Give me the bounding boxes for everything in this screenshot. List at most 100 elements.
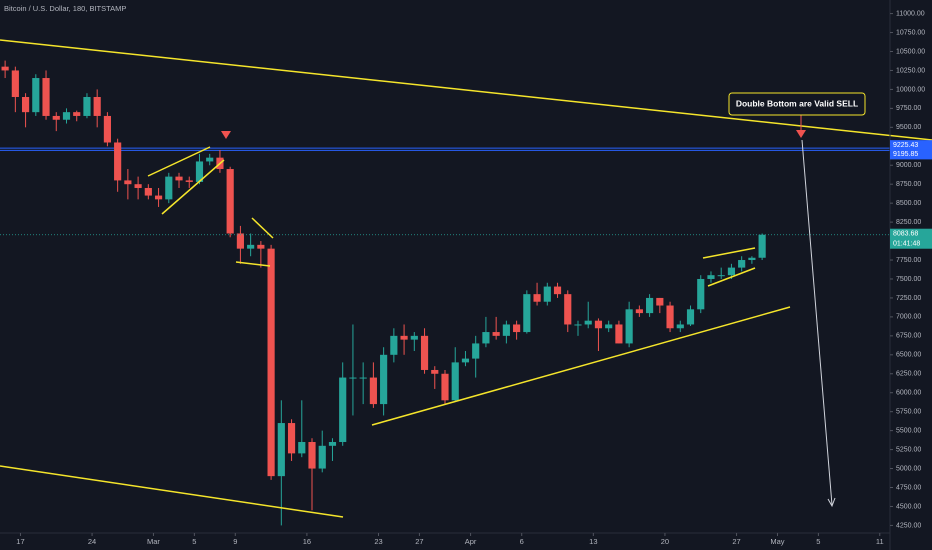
candle-body	[625, 309, 633, 344]
candle-body	[339, 377, 347, 443]
candle-body	[185, 180, 193, 182]
candle-body	[431, 369, 439, 374]
candle-body	[441, 373, 449, 401]
y-tick-label: 4250.00	[896, 522, 921, 529]
y-tick-label: 5250.00	[896, 446, 921, 453]
trend-line	[371, 306, 791, 426]
y-tick-label: 10750.00	[896, 29, 925, 36]
candle-body	[206, 157, 214, 162]
wedge-line	[147, 146, 211, 177]
candle-body	[257, 244, 265, 249]
annotation-box	[728, 92, 866, 116]
y-tick-label: 6250.00	[896, 371, 921, 378]
candle-body	[594, 320, 603, 329]
x-tick-label: 23	[374, 537, 382, 546]
candle-body	[543, 286, 551, 302]
candle-body	[21, 96, 30, 113]
candle-body	[380, 354, 388, 405]
candle-body	[472, 343, 480, 359]
candle-body	[124, 180, 132, 185]
x-tick-label: 13	[589, 537, 597, 546]
candle-body	[656, 297, 664, 306]
candle-body	[605, 324, 613, 329]
candle-body	[277, 423, 285, 477]
candle-body	[369, 377, 377, 405]
x-tick-label: 27	[732, 537, 740, 546]
candle-body	[318, 445, 326, 469]
arrow-marker	[221, 131, 231, 139]
y-tick-label: 11000.00	[896, 10, 925, 17]
candle-body	[165, 176, 173, 200]
y-tick-label: 10250.00	[896, 67, 925, 74]
candle-body	[83, 96, 91, 116]
candle-body	[523, 294, 531, 333]
candle-body	[52, 115, 60, 120]
candle-body	[738, 260, 746, 268]
candle-body	[195, 161, 204, 182]
x-tick-label: 9	[233, 537, 237, 546]
candle-body	[748, 257, 756, 261]
candle-body	[615, 324, 623, 344]
wedge-line	[702, 247, 756, 259]
y-tick-label: 8750.00	[896, 181, 921, 188]
candle-body	[267, 248, 275, 477]
candle-body	[154, 195, 163, 200]
y-tick-label: 7750.00	[896, 257, 921, 264]
y-tick-label: 5000.00	[896, 465, 921, 472]
candle-body	[1, 66, 9, 71]
candle-body	[584, 320, 592, 325]
candle-body	[400, 335, 408, 340]
candle-body	[564, 294, 572, 325]
candle-body	[666, 305, 674, 329]
candle-body	[114, 142, 122, 181]
y-tick-label: 6000.00	[896, 390, 921, 397]
candle-body	[482, 332, 490, 344]
candle-body	[175, 176, 183, 181]
y-tick-label: 9000.00	[896, 162, 921, 169]
candle-body	[492, 332, 500, 336]
candle-body	[513, 324, 521, 333]
candle-body	[420, 335, 429, 370]
x-tick-label: 27	[415, 537, 423, 546]
chart-title: Bitcoin / U.S. Dollar, 180, BITSTAMP	[4, 4, 126, 13]
y-tick-label: 9750.00	[896, 105, 921, 112]
y-tick-label: 7000.00	[896, 314, 921, 321]
candle-body	[451, 362, 459, 401]
x-tick-label: 5	[816, 537, 820, 546]
y-tick-label: 6500.00	[896, 352, 921, 359]
candle-body	[758, 234, 766, 258]
candle-body	[287, 423, 296, 454]
candle-body	[635, 309, 643, 314]
arrow-head	[827, 497, 836, 508]
x-tick-label: 20	[661, 537, 669, 546]
candle-body	[93, 96, 101, 116]
candle-body	[533, 294, 541, 302]
y-tick-label: 5500.00	[896, 427, 921, 434]
price-label-bg	[890, 149, 932, 160]
x-tick-label: Mar	[147, 537, 160, 546]
x-tick-label: Apr	[465, 537, 477, 546]
candle-body	[697, 278, 705, 310]
candle-body	[676, 324, 684, 329]
x-tick-label: 16	[303, 537, 311, 546]
candle-body	[42, 78, 50, 116]
wedge-line	[161, 159, 225, 215]
candle-body	[717, 275, 725, 277]
plot	[0, 60, 890, 526]
candle-body	[247, 244, 255, 249]
x-tick-label: 6	[520, 537, 524, 546]
candle-body	[686, 309, 695, 325]
candle-body	[553, 286, 562, 295]
y-tick-label: 8250.00	[896, 219, 921, 226]
candle-body	[103, 115, 111, 143]
y-tick-label: 4750.00	[896, 484, 921, 491]
candle-body	[349, 377, 357, 379]
last-price-bg	[890, 228, 932, 249]
candle-body	[502, 324, 510, 336]
candle-body	[574, 324, 582, 326]
y-tick-label: 8500.00	[896, 200, 921, 207]
candle-body	[308, 442, 316, 469]
